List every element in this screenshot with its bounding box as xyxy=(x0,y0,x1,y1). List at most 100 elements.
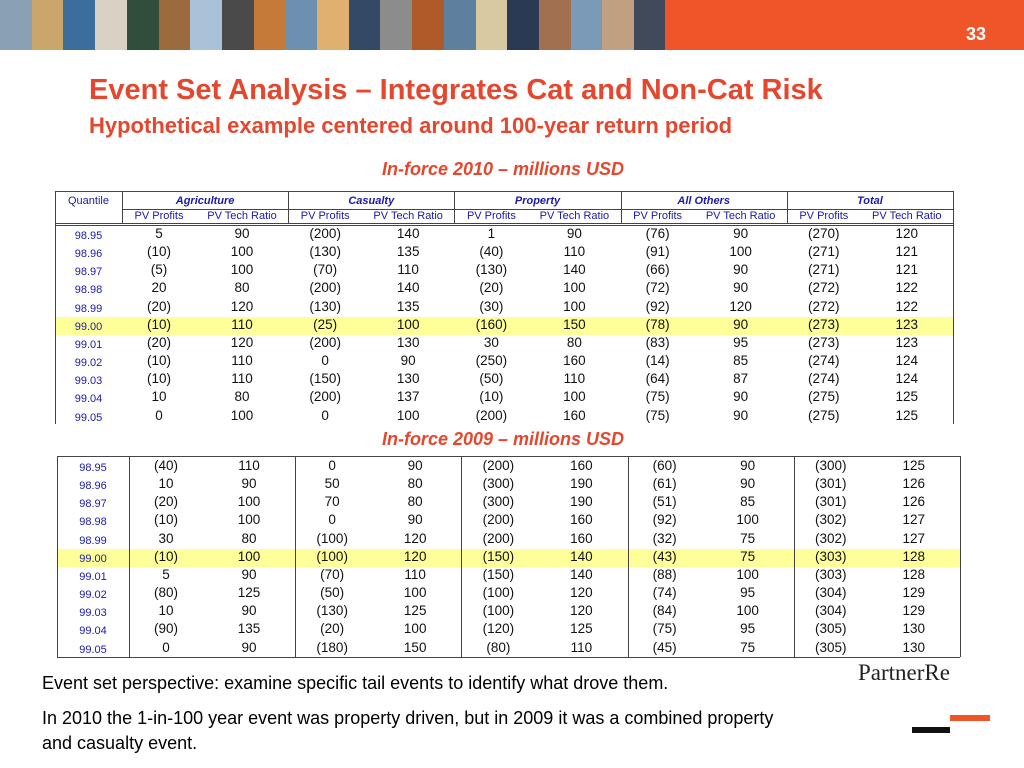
table-cell: 110 xyxy=(231,353,253,369)
table-cell: 100 xyxy=(237,512,261,528)
table-cell: (273) xyxy=(808,334,840,350)
table-cell: (304) xyxy=(815,603,847,619)
table-cell: 100 xyxy=(563,389,586,405)
table-rule xyxy=(620,191,622,224)
table-cell: (200) xyxy=(482,458,515,473)
table-cell: (30) xyxy=(479,298,504,314)
table-cell: (272) xyxy=(808,280,840,296)
table-cell: (200) xyxy=(475,407,508,423)
photo xyxy=(190,0,223,50)
table-cell: (92) xyxy=(645,298,670,314)
table-cell: 90 xyxy=(733,262,749,278)
table-cell: 90 xyxy=(566,226,582,241)
table-cell: 0 xyxy=(162,639,170,655)
table-cell: (61) xyxy=(652,476,677,492)
table-cell: (50) xyxy=(320,585,345,601)
table-cell: 124 xyxy=(895,353,919,369)
table-cell: (70) xyxy=(320,566,345,582)
photo xyxy=(221,0,254,50)
table-cell: (70) xyxy=(313,262,338,278)
table-cell: (275) xyxy=(808,407,840,423)
table-rule xyxy=(454,191,456,224)
table-cell: 127 xyxy=(902,512,926,528)
quantile-cell: 99.01 xyxy=(79,570,107,583)
table-cell: 190 xyxy=(570,494,593,510)
table-cell: 0 xyxy=(328,458,336,473)
table-cell: 135 xyxy=(396,298,420,314)
photo xyxy=(570,0,603,50)
table-caption: In-force 2009 – millions USD xyxy=(381,429,625,449)
table-cell: 160 xyxy=(570,530,593,546)
quantile-cell: 99.00 xyxy=(79,552,107,565)
table-cell: (270) xyxy=(808,226,840,241)
table-cell: (80) xyxy=(153,585,178,601)
photo xyxy=(158,0,191,50)
group-header: Property xyxy=(514,195,561,207)
table-cell: 100 xyxy=(230,407,254,423)
table-cell: 110 xyxy=(563,371,586,387)
table-cell: 50 xyxy=(324,476,340,492)
table-cell: 110 xyxy=(397,262,419,278)
photo xyxy=(126,0,159,50)
table-cell: 10 xyxy=(158,476,174,492)
table-cell: 0 xyxy=(321,407,329,423)
table-cell: (200) xyxy=(309,226,341,241)
table-cell: (74) xyxy=(652,585,677,601)
table-cell: 130 xyxy=(902,639,926,655)
photo xyxy=(95,0,128,50)
table-rule xyxy=(627,456,629,657)
group-header: All Others xyxy=(677,195,730,207)
table-cell: (100) xyxy=(482,585,515,601)
table-rule xyxy=(57,657,960,658)
table-cell: (271) xyxy=(808,244,840,260)
table-cell: 95 xyxy=(733,334,749,350)
table-cell: (300) xyxy=(482,476,515,492)
table-cell: (5) xyxy=(150,262,168,278)
quantile-cell: 99.03 xyxy=(74,375,103,388)
table-rule xyxy=(793,456,795,657)
table-cell: 90 xyxy=(733,280,749,296)
table-cell: 125 xyxy=(237,585,261,601)
table-cell: (76) xyxy=(645,226,670,241)
table-cell: 135 xyxy=(237,621,261,637)
quantile-cell: 98.99 xyxy=(74,302,103,315)
table-cell: (271) xyxy=(808,262,840,278)
table-rule xyxy=(122,191,123,224)
quantile-cell: 99.03 xyxy=(79,607,107,620)
table-cell: 10 xyxy=(151,389,167,405)
photo xyxy=(507,0,540,50)
photo xyxy=(412,0,445,50)
table-cell: (10) xyxy=(146,353,171,369)
table-cell: (100) xyxy=(316,548,348,564)
row-highlight xyxy=(55,316,953,335)
table-cell: 70 xyxy=(324,494,340,510)
photo xyxy=(538,0,571,50)
table-cell: (92) xyxy=(652,512,677,528)
quantile-cell: 98.98 xyxy=(74,284,103,297)
logo-bar xyxy=(950,715,990,721)
table-cell: 80 xyxy=(234,280,250,296)
table-cell: 80 xyxy=(241,530,257,546)
sub-header: PV Profits xyxy=(300,210,350,222)
table-cell: 5 xyxy=(155,226,163,241)
table-cell: (90) xyxy=(153,621,178,637)
table-cell: (130) xyxy=(316,603,348,619)
table-rule xyxy=(461,456,463,657)
photo xyxy=(285,0,318,50)
table-cell: 160 xyxy=(570,458,593,473)
table-cell: 90 xyxy=(407,458,423,473)
table-cell: 123 xyxy=(895,316,919,332)
table-cell: (91) xyxy=(645,244,670,260)
photo-strip xyxy=(0,0,666,50)
photo xyxy=(31,0,64,50)
table-cell: (302) xyxy=(815,530,847,546)
table-cell: (20) xyxy=(153,494,178,510)
subtitle: Hypothetical example centered around 100… xyxy=(89,113,733,138)
table-cell: 1 xyxy=(487,226,496,241)
quantile-cell: 99.05 xyxy=(79,643,107,656)
table-cell: (20) xyxy=(146,298,171,314)
quantile-cell: 98.97 xyxy=(79,498,107,511)
table-cell: 124 xyxy=(895,371,919,387)
quantile-cell: 99.04 xyxy=(74,393,103,406)
table-cell: 121 xyxy=(895,262,919,278)
